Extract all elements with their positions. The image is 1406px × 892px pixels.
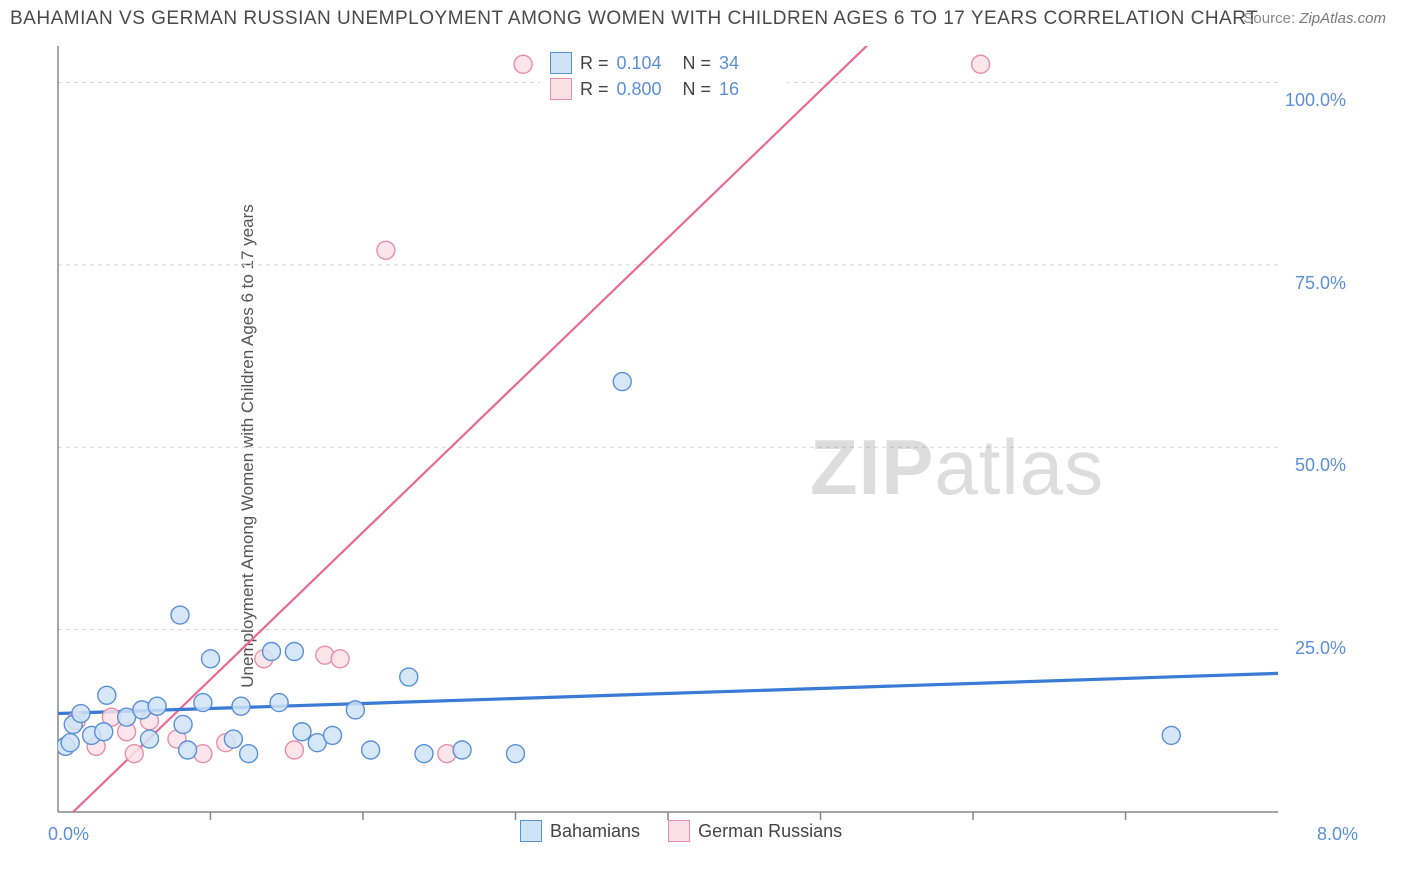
legend-row-pink: R = 0.800 N = 16 bbox=[550, 78, 777, 100]
x-min-label: 0.0% bbox=[48, 824, 89, 845]
r-label: R = bbox=[580, 79, 609, 100]
y-tick-label: 100.0% bbox=[1285, 90, 1346, 111]
n-label: N = bbox=[683, 53, 712, 74]
legend-series: Bahamians German Russians bbox=[520, 820, 842, 842]
y-tick-label: 50.0% bbox=[1295, 455, 1346, 476]
legend-correlation: R = 0.104 N = 34 R = 0.800 N = 16 bbox=[540, 48, 787, 104]
swatch-blue bbox=[520, 820, 542, 842]
source-attribution: Source: ZipAtlas.com bbox=[1243, 10, 1386, 27]
legend-row-blue: R = 0.104 N = 34 bbox=[550, 52, 777, 74]
swatch-blue bbox=[550, 52, 572, 74]
source-value: ZipAtlas.com bbox=[1299, 10, 1386, 27]
swatch-pink bbox=[668, 820, 690, 842]
source-label: Source: bbox=[1243, 10, 1295, 27]
chart-title: BAHAMIAN VS GERMAN RUSSIAN UNEMPLOYMENT … bbox=[10, 8, 1258, 30]
y-tick-label: 75.0% bbox=[1295, 273, 1346, 294]
r-label: R = bbox=[580, 53, 609, 74]
legend-label: Bahamians bbox=[550, 821, 640, 842]
plot-area: ZIPatlas R = 0.104 N = 34 R = 0.800 N = … bbox=[50, 42, 1356, 848]
legend-item-german-russians: German Russians bbox=[668, 820, 842, 842]
legend-item-bahamians: Bahamians bbox=[520, 820, 640, 842]
r-value: 0.104 bbox=[617, 53, 675, 74]
swatch-pink bbox=[550, 78, 572, 100]
n-value: 34 bbox=[719, 53, 777, 74]
y-tick-label: 25.0% bbox=[1295, 638, 1346, 659]
scatter-chart-svg bbox=[50, 42, 1356, 848]
r-value: 0.800 bbox=[617, 79, 675, 100]
n-value: 16 bbox=[719, 79, 777, 100]
n-label: N = bbox=[683, 79, 712, 100]
legend-label: German Russians bbox=[698, 821, 842, 842]
x-max-label: 8.0% bbox=[1317, 824, 1358, 845]
